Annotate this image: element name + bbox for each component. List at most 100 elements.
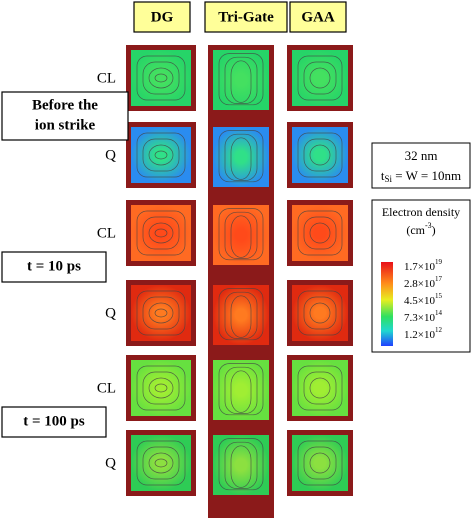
- label-exp: 17: [435, 275, 443, 283]
- group-label: t = 10 ps: [27, 258, 81, 274]
- contour: [154, 73, 168, 83]
- unit-exp: -3: [425, 221, 432, 230]
- panel-field: [292, 205, 348, 261]
- label-base: 7.3×10: [404, 312, 435, 324]
- legend-label: 1.2×1012: [404, 326, 442, 341]
- contour: [148, 222, 174, 244]
- panel-field: [213, 205, 269, 265]
- contour: [154, 228, 168, 238]
- label-base: 1.2×10: [404, 329, 435, 341]
- panel-field: [292, 127, 348, 183]
- unit-open: (cm: [406, 223, 425, 237]
- contour: [136, 365, 186, 411]
- device-rest: = W = 10nm: [392, 168, 461, 183]
- label-exp: 19: [435, 258, 443, 266]
- contour: [297, 440, 343, 486]
- label-base: 1.7×10: [404, 261, 435, 273]
- contour: [309, 67, 331, 89]
- panel-field: [213, 435, 269, 495]
- contour: [224, 441, 258, 489]
- contour: [303, 296, 337, 330]
- contour: [218, 438, 264, 491]
- contour: [297, 290, 343, 336]
- contour: [303, 371, 337, 405]
- legend-label: 4.5×1015: [404, 292, 442, 307]
- panel-field: [213, 285, 269, 345]
- column-header-box: [289, 1, 347, 33]
- panel-field: [131, 205, 191, 261]
- contour: [309, 222, 331, 244]
- contour: [142, 446, 180, 480]
- unit-close: ): [432, 223, 436, 237]
- panel-field: [131, 360, 191, 416]
- row-label: Q: [105, 305, 116, 321]
- contour: [303, 138, 337, 172]
- legend-label: 2.8×1017: [404, 275, 442, 290]
- group-box: [1, 406, 107, 438]
- device-t: t: [381, 168, 385, 183]
- contour: [297, 365, 343, 411]
- column-header-box: [204, 1, 288, 33]
- contour: [303, 216, 337, 250]
- contour: [148, 144, 174, 166]
- column-header: GAA: [301, 9, 335, 25]
- contour: [142, 138, 180, 172]
- contour: [148, 67, 174, 89]
- contour: [136, 132, 186, 178]
- panel-field: [213, 127, 269, 187]
- contour: [218, 363, 264, 416]
- contour: [142, 61, 180, 95]
- group-label: t = 100 ps: [23, 413, 85, 429]
- row-label: Q: [105, 455, 116, 471]
- panel-field: [292, 50, 348, 106]
- row-label: CL: [97, 380, 116, 396]
- column-header-box: [133, 1, 191, 33]
- contour: [154, 150, 168, 160]
- label-exp: 12: [435, 326, 443, 334]
- contour: [224, 211, 258, 259]
- panel-field: [213, 50, 269, 110]
- contour: [309, 302, 331, 324]
- panel-field: [131, 435, 191, 491]
- device-sub: Si: [385, 174, 393, 184]
- contour: [154, 383, 168, 393]
- contour: [148, 452, 174, 474]
- group-box: [1, 251, 107, 283]
- contour: [218, 130, 264, 183]
- contour: [224, 291, 258, 339]
- contour: [230, 295, 252, 338]
- legend-label: 7.3×1014: [404, 309, 442, 324]
- label-base: 2.8×10: [404, 278, 435, 290]
- contour: [230, 370, 252, 413]
- device-node: 32 nm: [405, 148, 438, 163]
- contour: [309, 377, 331, 399]
- contour: [136, 210, 186, 256]
- contour: [142, 216, 180, 250]
- label-base: 4.5×10: [404, 295, 435, 307]
- contour: [224, 56, 258, 104]
- contour: [142, 371, 180, 405]
- panel-field: [292, 285, 348, 341]
- group-box: [1, 91, 129, 141]
- contour: [309, 452, 331, 474]
- group-label: Before the: [32, 97, 98, 113]
- contour: [142, 296, 180, 330]
- row-label: CL: [97, 225, 116, 241]
- contour: [297, 210, 343, 256]
- color-bar: [381, 262, 393, 346]
- device-box: [371, 142, 471, 189]
- group-label: ion strike: [35, 117, 96, 133]
- legend-unit: (cm-3): [406, 221, 435, 237]
- column-header: DG: [151, 9, 174, 25]
- contour: [148, 377, 174, 399]
- contour: [136, 290, 186, 336]
- contour: [303, 61, 337, 95]
- row-label: CL: [97, 70, 116, 86]
- contour: [224, 133, 258, 181]
- panel-field: [131, 50, 191, 106]
- panel-field: [213, 360, 269, 420]
- contour: [297, 55, 343, 101]
- row-label: Q: [105, 147, 116, 163]
- contour: [297, 132, 343, 178]
